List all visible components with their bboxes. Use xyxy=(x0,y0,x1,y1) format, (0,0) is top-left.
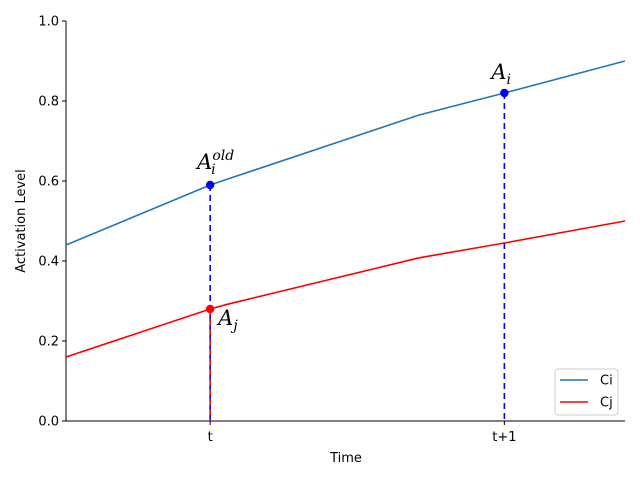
legend-label-ci: Ci xyxy=(600,374,613,389)
y-tick-label-3: 0.6 xyxy=(38,175,59,190)
annotation-sub-0: i xyxy=(211,162,215,178)
y-tick-label-0: 0.0 xyxy=(38,415,59,430)
y-tick-label-5: 1.0 xyxy=(38,15,59,30)
marker-point-1 xyxy=(500,88,509,98)
y-tick-label-1: 0.2 xyxy=(38,335,59,350)
y-tick-label-4: 0.8 xyxy=(38,95,59,110)
series-line-ci xyxy=(65,60,626,246)
marker-point-0 xyxy=(205,180,215,190)
y-axis-title: Activation Level xyxy=(14,169,29,273)
annotation-label-0: Aold xyxy=(195,148,234,174)
y-tick-label-2: 0.4 xyxy=(38,255,59,270)
legend-label-cj: Cj xyxy=(600,396,613,411)
legend: Ci Cj xyxy=(554,368,619,416)
series-line-cj xyxy=(65,220,626,358)
x-axis-title: Time xyxy=(329,451,362,466)
marker-point-2 xyxy=(205,304,215,314)
x-tick-label-0: t xyxy=(208,430,213,445)
x-tick-label-1: t+1 xyxy=(492,430,516,445)
annotation-label-2: Aj xyxy=(216,306,238,334)
annotation-label-1: Ai xyxy=(489,60,511,88)
